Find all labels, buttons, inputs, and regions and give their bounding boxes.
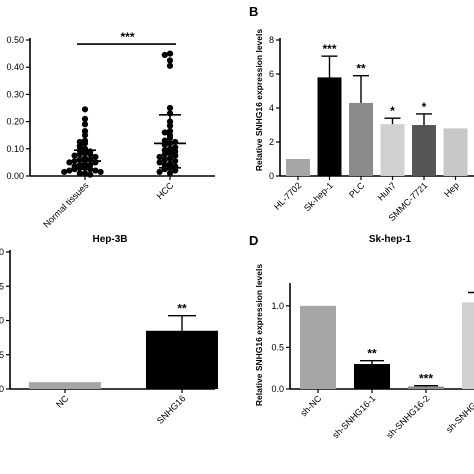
y-tick-label: 0 (0, 384, 4, 394)
bar (408, 386, 444, 389)
data-point (81, 121, 89, 128)
y-tick-label: 6 (269, 69, 274, 79)
chart-title: Sk-hep-1 (369, 234, 412, 245)
y-tick-label: 20 (0, 247, 4, 257)
bar (286, 159, 310, 176)
x-tick-label: HCC (155, 180, 176, 201)
significance-label: *** (419, 372, 433, 386)
x-tick-label: sh-NC (298, 393, 323, 418)
x-tick-label: sh-SNHG16-2 (384, 393, 431, 440)
significance-label: *** (120, 30, 134, 44)
data-point (161, 156, 168, 163)
bar (443, 128, 468, 176)
data-point (92, 167, 99, 174)
y-tick-label: 15 (0, 281, 4, 291)
data-point (172, 157, 179, 165)
panel-d-chart: 0.0 0.5 1.0 Sk-hep-1 Relative SNHG16 express… (254, 234, 474, 440)
panel-c-chart: 0 5 10 15 20 Hep-3B NC ** SNHG16 (0, 234, 218, 426)
data-point (81, 106, 89, 113)
data-point (166, 170, 174, 177)
data-point (76, 151, 83, 158)
data-point (76, 170, 83, 177)
bar (29, 382, 101, 389)
significance-label: *** (322, 42, 336, 56)
data-point (166, 57, 174, 64)
y-axis-label: Relative SNHG16 expression levels (254, 264, 264, 406)
x-tick-label: sh-SNHG16-1 (330, 393, 377, 440)
x-tick-label: Hep (442, 180, 461, 199)
data-point (76, 164, 83, 171)
significance-label: * (422, 100, 427, 114)
significance-label: ** (367, 347, 377, 361)
bar (349, 102, 373, 176)
bar (300, 305, 336, 389)
panel-label-b: B (249, 4, 258, 19)
bar (412, 125, 436, 176)
bar (317, 77, 342, 176)
x-tick-label: NC (54, 393, 71, 410)
y-tick-label: 0.30 (6, 89, 24, 99)
y-tick-label: 10 (0, 316, 4, 326)
data-point (166, 104, 174, 112)
y-tick-label: 0.20 (6, 117, 24, 127)
data-point (87, 171, 94, 178)
data-point (156, 153, 163, 161)
data-point (81, 132, 89, 139)
significance-label: * (390, 104, 395, 118)
x-tick-label: SNHG16 (155, 393, 188, 426)
y-tick-label: 0.00 (6, 171, 24, 181)
panel-label-d: D (249, 233, 258, 248)
chart-title: Hep-3B (92, 234, 127, 245)
data-point (87, 151, 94, 158)
data-point (97, 168, 104, 176)
y-axis-label: Relative SNHG16 expression levels (254, 29, 264, 171)
data-point (166, 50, 174, 57)
y-tick-label: 1.0 (271, 301, 284, 311)
data-point (166, 62, 174, 69)
y-tick-label: 0.40 (6, 62, 24, 72)
panel-a-chart: 0.00 0.10 0.20 0.30 0.40 0.50 Normal tissues HC… (6, 30, 215, 229)
data-point (81, 170, 89, 177)
data-point (81, 140, 89, 147)
y-tick-label: 8 (269, 35, 274, 45)
bar (354, 364, 390, 389)
y-tick-label: 0 (269, 171, 274, 181)
data-point (156, 168, 163, 176)
data-point (161, 51, 168, 59)
x-tick-label: Huh7 (376, 180, 398, 202)
y-tick-label: 2 (269, 137, 274, 147)
data-point (61, 168, 68, 176)
data-point (156, 159, 163, 166)
data-point (172, 167, 179, 174)
data-point (81, 115, 89, 122)
y-tick-label: 0.50 (6, 35, 24, 45)
y-tick-label: 5 (0, 350, 4, 360)
data-point (161, 129, 168, 136)
data-point (92, 153, 99, 161)
significance-label: ** (177, 302, 187, 316)
bar (146, 330, 218, 389)
x-tick-label: Sk-hep-1 (302, 180, 335, 213)
x-tick-label: HL-7702 (272, 180, 303, 211)
x-tick-label: sh-SNHG16 (444, 393, 474, 434)
x-tick-label: PLC (347, 180, 367, 200)
panel-b-chart: 0 2 4 6 8 Relative SNHG16 expression levels HL… (254, 29, 474, 223)
data-point (71, 152, 78, 159)
significance-label: ** (356, 62, 366, 76)
y-tick-label: 0.0 (271, 384, 284, 394)
bar (462, 302, 474, 389)
bar (380, 124, 405, 176)
y-tick-label: 4 (269, 103, 274, 113)
y-tick-label: 0.10 (6, 144, 24, 154)
y-tick-label: 0.5 (271, 342, 284, 352)
data-point (66, 167, 73, 174)
data-point (161, 151, 168, 158)
data-point (172, 152, 179, 159)
x-tick-label: Normal tissues (41, 180, 91, 230)
